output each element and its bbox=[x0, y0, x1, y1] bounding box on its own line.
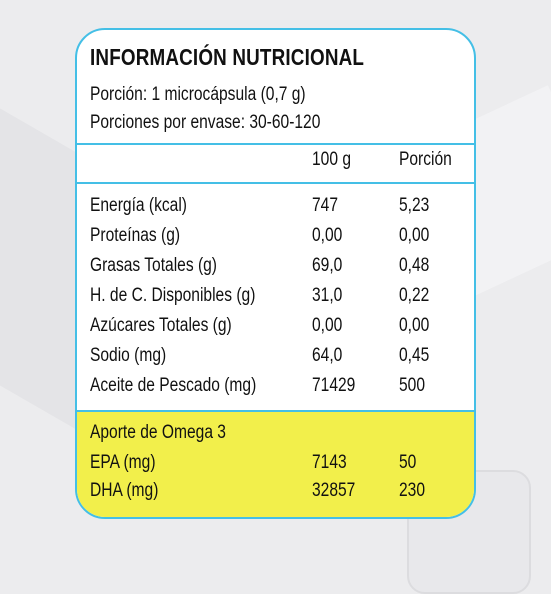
row-fat-portion: 0,48 bbox=[399, 255, 430, 276]
row-fish-oil-name: Aceite de Pescado (mg) bbox=[90, 375, 257, 396]
row-sodium-name: Sodio (mg) bbox=[90, 345, 167, 366]
column-header-portion: Porción bbox=[399, 149, 452, 170]
row-fat-per100: 69,0 bbox=[312, 255, 343, 276]
row-sugar-portion: 0,00 bbox=[399, 315, 430, 336]
row-protein-name: Proteínas (g) bbox=[90, 225, 181, 246]
divider bbox=[77, 143, 474, 145]
row-dha-name: DHA (mg) bbox=[90, 480, 159, 501]
divider bbox=[77, 410, 474, 412]
row-epa-portion: 50 bbox=[399, 452, 417, 473]
row-fish-oil-portion: 500 bbox=[399, 375, 425, 396]
row-sugar-per100: 0,00 bbox=[312, 315, 343, 336]
nutrition-label: INFORMACIÓN NUTRICIONAL Porción: 1 micro… bbox=[75, 28, 476, 519]
servings-per-container: Porciones por envase: 30-60-120 bbox=[90, 112, 321, 133]
omega-heading: Aporte de Omega 3 bbox=[90, 422, 226, 443]
row-sodium-portion: 0,45 bbox=[399, 345, 430, 366]
row-epa-per100: 7143 bbox=[312, 452, 347, 473]
row-fish-oil-per100: 71429 bbox=[312, 375, 356, 396]
row-sodium-per100: 64,0 bbox=[312, 345, 343, 366]
label-title: INFORMACIÓN NUTRICIONAL bbox=[90, 44, 365, 70]
row-carbs-per100: 31,0 bbox=[312, 285, 343, 306]
row-energy-per100: 747 bbox=[312, 195, 338, 216]
row-dha-per100: 32857 bbox=[312, 480, 356, 501]
row-protein-portion: 0,00 bbox=[399, 225, 430, 246]
row-carbs-name: H. de C. Disponibles (g) bbox=[90, 285, 256, 306]
row-epa-name: EPA (mg) bbox=[90, 452, 156, 473]
serving-size: Porción: 1 microcápsula (0,7 g) bbox=[90, 84, 306, 105]
row-protein-per100: 0,00 bbox=[312, 225, 343, 246]
omega-3-section bbox=[77, 411, 474, 517]
row-dha-portion: 230 bbox=[399, 480, 425, 501]
row-sugar-name: Azúcares Totales (g) bbox=[90, 315, 232, 336]
divider bbox=[77, 182, 474, 184]
row-carbs-portion: 0,22 bbox=[399, 285, 430, 306]
column-header-100g: 100 g bbox=[312, 149, 351, 170]
row-fat-name: Grasas Totales (g) bbox=[90, 255, 218, 276]
row-energy-portion: 5,23 bbox=[399, 195, 430, 216]
row-energy-name: Energía (kcal) bbox=[90, 195, 187, 216]
